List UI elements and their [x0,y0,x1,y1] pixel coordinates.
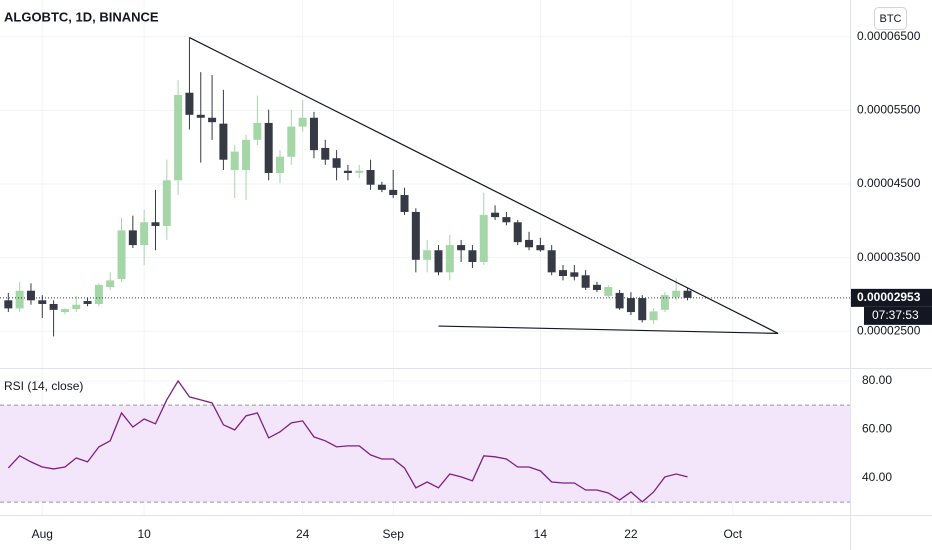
candle-body [491,212,500,218]
rsi-tick-label: 80.00 [862,373,892,387]
countdown-box [864,306,932,325]
candle-body [83,301,92,304]
candle-body [366,170,375,185]
y-tick-label: 0.00004500 [857,176,921,190]
candle-body [457,245,466,251]
candle-body [355,170,364,173]
candle-body [242,139,251,171]
candle-body [140,222,149,246]
candle-body [502,217,511,223]
y-tick-label: 0.00005500 [857,103,921,117]
candle-body [626,298,635,313]
candle-body [38,300,47,304]
candle-body [49,303,58,310]
candle-body [253,122,262,140]
labels: Aug 10 24 Sep 14 22 Oct 0.00002500 0.00003500 0.0… [32,29,932,541]
candle-body [106,280,115,288]
indicator-title: RSI (14, close) [4,379,83,393]
candle-body [377,184,386,190]
candle-body [400,195,409,212]
candle-body [389,189,398,196]
candle-body [559,270,567,276]
last-price-label: 0.00002953 [857,290,921,304]
candle-body [321,147,330,160]
candle-body [128,230,137,246]
candle-body [332,158,341,168]
candle-body [117,230,126,279]
candle-body [604,287,613,296]
candle-body [60,309,69,313]
candle-body [72,304,81,310]
candle-body [423,250,432,260]
countdown-label: 07:37:53 [872,308,919,322]
marks [0,36,850,503]
candle-body [162,180,171,226]
y-tick-label: 0.00003500 [857,250,921,264]
candle-body [185,92,194,115]
rsi-tick-label: 40.00 [862,470,892,484]
x-tick-label: 10 [137,527,151,541]
candle-body [672,290,681,298]
candle-body [525,239,534,248]
candle-body [287,126,296,157]
candle-body [230,151,239,171]
candle-body [298,117,307,127]
y-tick-label: 0.00002500 [857,323,921,337]
candle-body [219,123,228,160]
candle-body [615,292,624,309]
candle-body [174,94,183,181]
candle-body [479,214,488,263]
candle-body [264,122,273,173]
rsi-line [7,379,688,503]
x-tick-label: Oct [723,527,742,541]
rsi-tick-label: 60.00 [862,422,892,436]
candle-body [592,284,601,290]
candle-body [445,245,454,273]
candle-body [343,170,352,173]
x-tick-label: Aug [32,527,53,541]
last-price-box [851,288,932,307]
candle-body [513,222,522,243]
trendline [438,325,779,335]
candle-body [26,290,35,301]
x-tick-label: 14 [534,527,548,541]
candle-body [570,272,579,277]
candle-body [276,156,284,173]
candle-body [151,222,160,226]
candle-body [94,284,103,304]
trendline [189,36,779,334]
x-tick-label: 22 [624,527,638,541]
currency-button[interactable] [874,7,907,30]
symbol-title: ALGOBTC, 1D, BINANCE [4,9,159,24]
candle-body [536,245,545,251]
currency-label[interactable]: BTC [880,13,902,25]
candle-body [411,211,420,260]
candle-body [434,250,443,273]
candle-body [468,250,477,263]
candle-body [4,300,13,309]
candle-body [683,290,692,298]
candle-body [208,117,217,123]
y-tick-label: 0.00006500 [857,29,921,43]
candle-body [15,290,24,309]
x-tick-label: 24 [296,527,310,541]
candle-body [309,117,318,151]
x-tick-label: Sep [383,527,405,541]
candle-body [581,275,590,288]
candle-body [547,250,556,273]
candle-body [660,295,669,310]
candle-body [196,114,205,118]
candle-body [649,311,658,321]
candle-body [638,298,647,321]
